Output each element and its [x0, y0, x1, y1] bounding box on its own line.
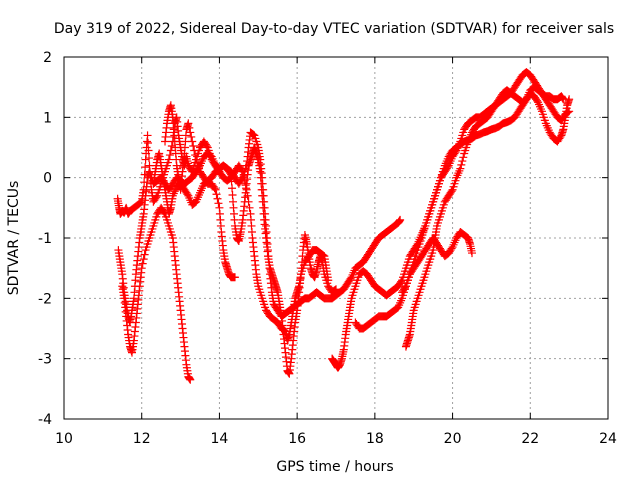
series-track-9 [398, 227, 476, 297]
y-tick-label: -1 [38, 231, 52, 247]
data-point [458, 157, 467, 166]
x-axis-label: GPS time / hours [276, 459, 393, 475]
data-point [188, 137, 197, 146]
data-point [212, 190, 221, 199]
data-point [563, 108, 572, 117]
x-tick-labels: 10 12 14 16 18 20 22 24 [55, 431, 617, 447]
data-point [144, 138, 153, 147]
data-point [140, 250, 149, 259]
data-point [228, 184, 237, 193]
data-point [210, 184, 219, 193]
data-point [164, 155, 173, 164]
data-point [186, 128, 195, 137]
data-point [565, 95, 574, 104]
data-point [565, 107, 574, 116]
y-tick-label: 0 [43, 171, 52, 187]
data-point [202, 141, 211, 150]
data-point [211, 185, 220, 194]
data-point [186, 375, 195, 384]
x-tick-label: 22 [521, 431, 539, 447]
data-point [189, 141, 198, 150]
data-points [113, 68, 574, 384]
x-tick-label: 10 [55, 431, 73, 447]
data-point [167, 141, 176, 150]
data-point [191, 151, 200, 160]
data-point [332, 285, 340, 294]
data-point [230, 273, 239, 282]
data-point [459, 153, 468, 162]
data-point [346, 274, 355, 283]
data-point [564, 108, 573, 117]
data-point [248, 129, 257, 138]
data-point [457, 160, 466, 169]
data-point [447, 244, 456, 253]
data-point [214, 199, 223, 208]
data-point [183, 190, 192, 199]
y-tick-label: 1 [43, 110, 52, 126]
plot-frame [63, 56, 609, 420]
series-track-5 [149, 143, 340, 378]
y-tick-label: -3 [38, 352, 52, 368]
data-point [141, 163, 150, 172]
series-track-3 [118, 203, 195, 384]
x-tick-label: 12 [133, 431, 151, 447]
data-point [447, 187, 456, 196]
data-point [190, 146, 199, 155]
data-point [143, 131, 152, 140]
series-track-4 [161, 101, 239, 282]
data-point [152, 193, 161, 202]
data-point [166, 146, 175, 155]
data-point [238, 167, 247, 176]
data-point [184, 119, 193, 128]
data-point [249, 130, 258, 139]
y-tick-label: -2 [38, 291, 52, 307]
y-tick-label: -4 [38, 412, 52, 428]
y-tick-labels: -4 -3 -2 -1 0 1 2 [38, 50, 52, 428]
x-tick-label: 16 [288, 431, 306, 447]
x-tick-label: 18 [366, 431, 384, 447]
data-point [330, 286, 339, 295]
data-point [468, 249, 476, 258]
y-tick-label: 2 [43, 50, 52, 66]
data-point [245, 203, 254, 212]
x-tick-label: 20 [444, 431, 462, 447]
data-point [187, 132, 196, 141]
data-point [185, 123, 194, 132]
data-point [227, 170, 236, 179]
data-point [456, 164, 465, 173]
x-tick-label: 14 [211, 431, 229, 447]
chart-title: Day 319 of 2022, Sidereal Day-to-day VTE… [54, 21, 614, 37]
data-point [165, 151, 174, 160]
data-point [137, 264, 146, 273]
data-point [227, 177, 236, 186]
data-point [144, 146, 153, 155]
data-point [397, 277, 406, 286]
data-point [226, 169, 235, 178]
data-point [400, 283, 409, 292]
data-point [213, 194, 222, 203]
data-point [228, 191, 237, 200]
data-point [138, 259, 147, 268]
x-tick-label: 24 [599, 431, 617, 447]
data-point [135, 199, 144, 208]
data-point [533, 96, 542, 105]
data-point [145, 154, 153, 163]
data-point [331, 286, 340, 295]
y-axis-label: SDTVAR / TECUs [6, 181, 22, 296]
data-point [139, 255, 148, 264]
data-point [396, 215, 405, 224]
